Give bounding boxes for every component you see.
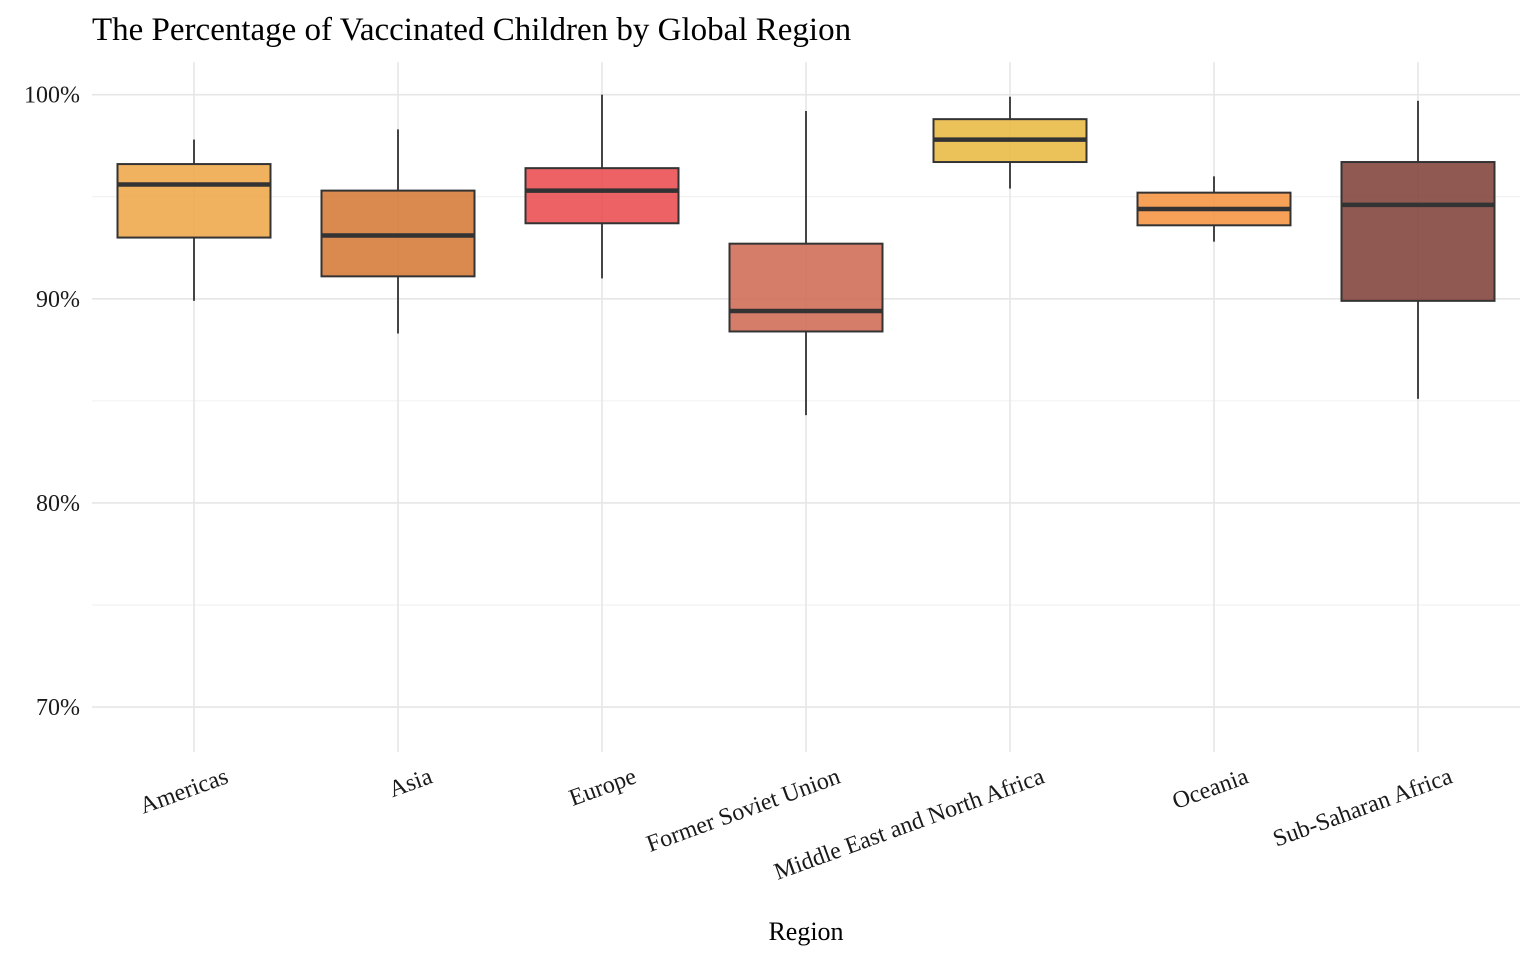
box-asia bbox=[320, 129, 476, 334]
y-tick-label: 100% bbox=[24, 83, 80, 109]
x-tick-label: Former Soviet Union bbox=[643, 764, 844, 858]
box-former-soviet-union bbox=[728, 110, 884, 416]
iqr-box bbox=[524, 167, 680, 225]
box-series bbox=[116, 94, 1496, 416]
box-sub-saharan-africa bbox=[1340, 100, 1496, 399]
iqr-box bbox=[116, 163, 272, 239]
box-oceania bbox=[1136, 176, 1292, 242]
x-tick-label: Asia bbox=[386, 764, 437, 804]
x-axis-title: Region bbox=[768, 917, 843, 946]
box-middle-east-and-north-africa bbox=[932, 96, 1088, 189]
x-tick-label: Oceania bbox=[1169, 763, 1252, 814]
x-tick-label: Sub-Saharan Africa bbox=[1270, 764, 1456, 853]
y-tick-label: 90% bbox=[36, 287, 80, 313]
y-tick-label: 70% bbox=[36, 695, 80, 721]
box-europe bbox=[524, 94, 680, 279]
box-americas bbox=[116, 139, 272, 301]
y-tick-label: 80% bbox=[36, 491, 80, 517]
iqr-box bbox=[1340, 161, 1496, 302]
x-axis-tick-labels: Americas Asia Europe Former Soviet UnionMid… bbox=[136, 763, 1456, 885]
x-tick-label: Americas bbox=[136, 764, 231, 820]
chart-title: The Percentage of Vaccinated Children by… bbox=[92, 12, 851, 48]
x-tick-label: Europe bbox=[566, 764, 640, 812]
y-axis-tick-labels: 70% 80% 90% 100% bbox=[24, 83, 80, 721]
iqr-box bbox=[728, 242, 884, 333]
